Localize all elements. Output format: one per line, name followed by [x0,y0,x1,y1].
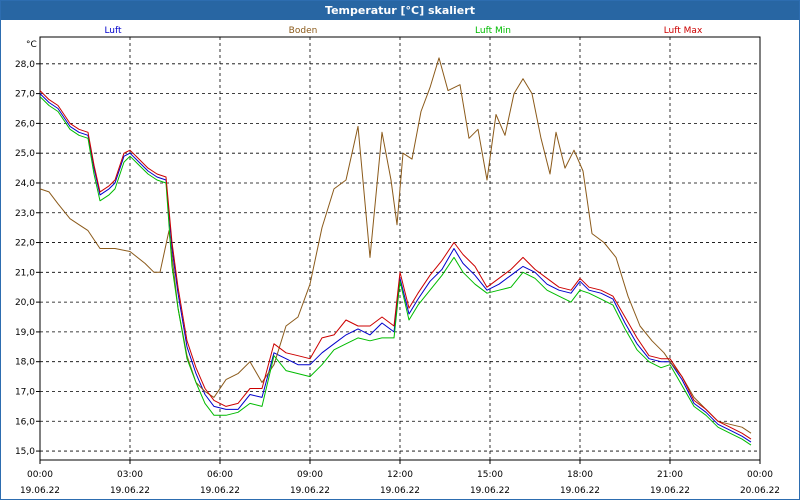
grid [40,37,760,460]
y-tick-label: 15,0 [15,447,35,457]
legend-entry-luft-max: Luft Max [664,26,703,36]
y-tick-label: 27,0 [15,90,35,100]
legend-entry-luft: Luft [104,26,122,36]
x-tick-time: 15:00 [477,470,503,480]
x-tick-date: 19.06.22 [200,486,240,496]
y-tick-label: 18,0 [15,358,35,368]
title-bar: Temperatur [°C] skaliert [1,1,799,20]
y-tick-label: 21,0 [15,268,35,278]
y-tick-label: 22,0 [15,239,35,249]
x-tick-date: 19.06.22 [380,486,420,496]
legend-entry-luft-min: Luft Min [475,26,511,36]
x-tick-time: 00:00 [747,470,773,480]
series-line-boden [39,57,752,434]
x-tick-time: 18:00 [567,470,593,480]
x-tick-date: 19.06.22 [560,486,600,496]
x-tick-time: 09:00 [297,470,323,480]
legend-entry-boden: Boden [289,26,318,36]
y-tick-label: 20,0 [15,298,35,308]
y-tick-label: 16,0 [15,417,35,427]
x-tick-date: 20.06.22 [740,486,780,496]
x-axis-ticks: 00:00 19.06.22 03:00 19.06.22 06:00 19.06.22 0… [20,460,780,496]
series-lines [39,57,752,446]
x-tick-time: 00:00 [27,470,53,480]
y-tick-label: 28,0 [15,60,35,70]
x-tick-date: 19.06.22 [470,486,510,496]
y-tick-label: 17,0 [15,387,35,397]
y-tick-label: 24,0 [15,179,35,189]
chart-title: Temperatur [°C] skaliert [325,4,475,17]
y-tick-label: 23,0 [15,209,35,219]
y-tick-label: 25,0 [15,149,35,159]
y-axis-ticks: 15,0 16,0 17,0 18,0 19,0 20,0 21,0 22,0 23,0 24,0… [15,60,40,457]
x-tick-time: 03:00 [117,470,143,480]
x-tick-date: 19.06.22 [650,486,690,496]
x-tick-date: 19.06.22 [110,486,150,496]
y-tick-label: 19,0 [15,328,35,338]
y-tick-label: 26,0 [15,119,35,129]
x-tick-time: 06:00 [207,470,233,480]
x-tick-date: 19.06.22 [20,486,60,496]
x-tick-date: 19.06.22 [290,486,330,496]
x-tick-time: 21:00 [657,470,683,480]
series-line-luft [39,93,752,443]
series-line-luft-min [39,96,752,446]
series-line-luft-max [39,90,752,440]
x-tick-time: 12:00 [387,470,413,480]
y-axis-unit: °C [26,40,37,50]
legend: Luft Boden Luft Min Luft Max [104,26,703,36]
